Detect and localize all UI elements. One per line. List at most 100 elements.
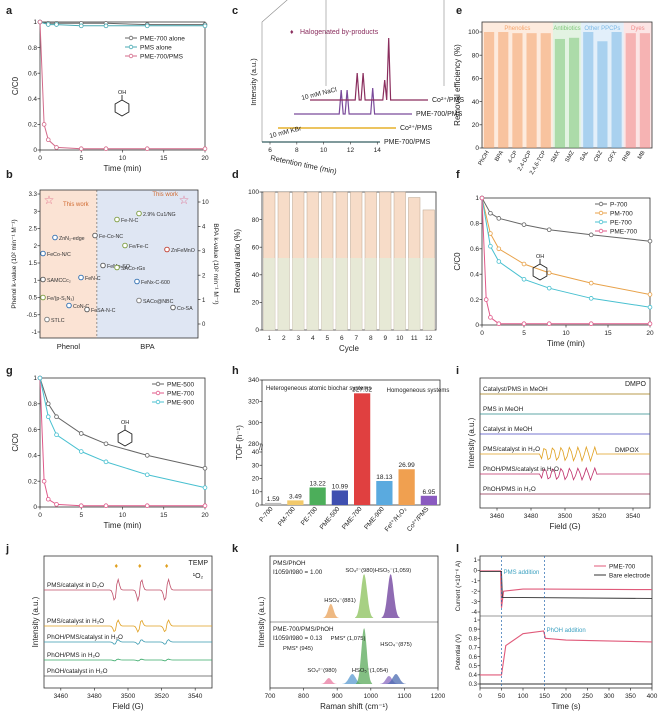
panel-g-data-point xyxy=(202,465,208,471)
panel-h-ytick-label: 10 xyxy=(252,489,260,496)
panel-d-xlabel: Cycle xyxy=(339,344,360,353)
panel-l-xtick-label: 50 xyxy=(498,693,506,700)
panel-b-ytick-right-label: 1 xyxy=(202,298,206,304)
panel-d-xtick-label: 5 xyxy=(325,335,329,342)
panel-g-data-point xyxy=(78,503,84,509)
panel-e-xtick-label: 4-CP xyxy=(507,150,519,165)
panel-e-ylabel: Removal efficiency (%) xyxy=(453,44,462,126)
panel-g-legend-marker xyxy=(155,390,161,396)
panel-d-xtick-label: 9 xyxy=(383,335,387,342)
panel-l-ytick-label: 0.7 xyxy=(469,646,478,652)
panel-b-point-label: Fe-N-C xyxy=(121,218,139,224)
panel-b-data-point xyxy=(40,276,46,283)
panel-a-xtick-label: 10 xyxy=(119,155,127,162)
panel-l-ytick-label: 0.6 xyxy=(469,655,478,661)
panel-b-point-label: Fe-Co-NC xyxy=(99,234,123,240)
panel-letter-h: h xyxy=(232,365,239,377)
panel-h-value-label: 3.49 xyxy=(289,493,302,500)
panel-f-legend-label: P-700 xyxy=(610,201,628,208)
panel-e-xtick-label: SMZ xyxy=(564,150,576,164)
panel-letter-c: c xyxy=(232,5,238,17)
panel-f-ytick-label: 0.2 xyxy=(470,297,479,304)
panel-b-ytick-label: 1 xyxy=(34,278,38,284)
panel-d-axes-frame xyxy=(261,191,437,331)
panel-g-data-point xyxy=(202,485,208,490)
panel-i-spectrum-trace xyxy=(480,445,650,463)
panel-c-annotation-marker: ♦ xyxy=(290,29,294,36)
panel-f-data-point xyxy=(496,321,502,327)
panel-f-data-point xyxy=(521,222,527,227)
panel-l-ytick-label: -4 xyxy=(471,609,477,616)
panel-c-back-plane xyxy=(261,0,327,142)
panel-j-trace-label: PhOH/PMS/catalyst in H₂O xyxy=(47,634,123,641)
panel-e-group-label: Other PPCPs xyxy=(584,26,620,32)
panel-h-bar xyxy=(354,393,371,505)
panel-k-top-title: PMS/PhOH xyxy=(273,560,306,567)
panel-d-xtick-label: 12 xyxy=(425,335,433,342)
panel-f-ytick-label: 0.4 xyxy=(470,271,479,278)
panel-k-top-ratio: I1059/I980 = 1.00 xyxy=(273,569,323,576)
panel-h-bar xyxy=(398,469,415,505)
panel-l-xtick-label: 100 xyxy=(518,693,529,700)
panel-k-ylabel: Intensity (a.u.) xyxy=(257,596,266,647)
panel-l-xlabel: Time (s) xyxy=(551,702,580,711)
panel-d-xtick-label: 10 xyxy=(396,335,404,342)
panel-b-point-label: FeSA-N-C xyxy=(91,308,116,314)
panel-g-xtick-label: 20 xyxy=(201,512,209,519)
panel-e-group-label: Phenolics xyxy=(504,26,530,32)
panel-f-legend-label: PM-700 xyxy=(610,210,633,217)
panel-d-bar-lower-band xyxy=(292,258,304,330)
panel-d-xtick-label: 7 xyxy=(354,335,358,342)
panel-f-ylabel: C/C0 xyxy=(453,252,462,271)
panel-l-ytick-label: -1 xyxy=(471,578,477,585)
panel-j-peak-marker: ♦ xyxy=(114,563,118,570)
panel-i-ylabel: Intensity (a.u.) xyxy=(467,417,476,468)
panel-l-ytick-label: 0.5 xyxy=(469,664,478,670)
panel-b-data-point xyxy=(52,234,58,241)
panel-f-legend-marker xyxy=(598,219,604,225)
panel-b-this-work-star: ☆ xyxy=(44,193,55,207)
panel-g-data-point xyxy=(78,449,84,454)
panel-a-data-point xyxy=(45,22,51,27)
panel-g-data-point xyxy=(78,431,84,436)
panel-g-data-point xyxy=(54,502,59,507)
panel-l-ylabel-bottom: Potential (V) xyxy=(455,634,462,670)
panel-h-ytick-label: 320 xyxy=(248,399,259,406)
panel-f-data-point xyxy=(546,321,552,327)
panel-h-xtick-label: P-700 xyxy=(258,506,275,524)
panel-f-xtick-label: 15 xyxy=(604,330,612,337)
panel-h-value-label: 13.22 xyxy=(309,480,326,487)
panel-k-peak-label: HSO₅⁻(1,054) xyxy=(352,668,388,674)
panel-l-ytick-label: -2 xyxy=(471,588,477,595)
panel-a-data-point xyxy=(202,23,208,29)
panel-h-value-label: 10.99 xyxy=(332,483,349,490)
panel-a-legend-marker xyxy=(128,44,134,50)
panel-d-ytick-label: 0 xyxy=(255,327,259,334)
panel-c-annotation: Halogenated by-products xyxy=(300,29,379,36)
panel-e-group-label: Dyes xyxy=(631,26,645,32)
panel-f-data-point xyxy=(488,243,493,249)
panel-b-ytick-right-label: 0 xyxy=(202,322,206,328)
panel-f-series-line xyxy=(481,197,650,325)
panel-d-bar-lower-band xyxy=(263,258,275,330)
panel-b-data-point xyxy=(44,316,50,323)
panel-c-trace-label: Co²⁺/PMS xyxy=(432,97,464,104)
panel-k-xlabel: Raman shift (cm⁻¹) xyxy=(320,702,388,711)
panel-l-current-trace xyxy=(480,570,653,599)
panel-b-data-point xyxy=(66,302,72,309)
panel-letter-a: a xyxy=(6,5,13,17)
panel-h-ytick-label: 340 xyxy=(248,377,259,384)
panel-h-value-label: 6.95 xyxy=(423,489,436,496)
panel-d-bar-lower-band xyxy=(423,258,435,330)
panel-b-category-label: Phenol xyxy=(57,342,81,351)
panel-b-ytick-right-label: 10 xyxy=(202,200,209,206)
panel-a-data-point xyxy=(144,146,150,152)
panel-e-xtick-label: OFX xyxy=(607,150,618,163)
panel-k-peak-label: HSO₄⁻(881) xyxy=(324,598,356,604)
panel-l-xtick-label: 300 xyxy=(604,693,615,700)
panel-g-legend-marker xyxy=(155,399,161,405)
panel-j-xtick-label: 3500 xyxy=(121,693,136,700)
panel-b-point-label: SAMCCc₂ xyxy=(47,278,71,284)
panel-g-xtick-label: 15 xyxy=(160,512,168,519)
panel-h-ytick-label: 300 xyxy=(248,420,259,427)
